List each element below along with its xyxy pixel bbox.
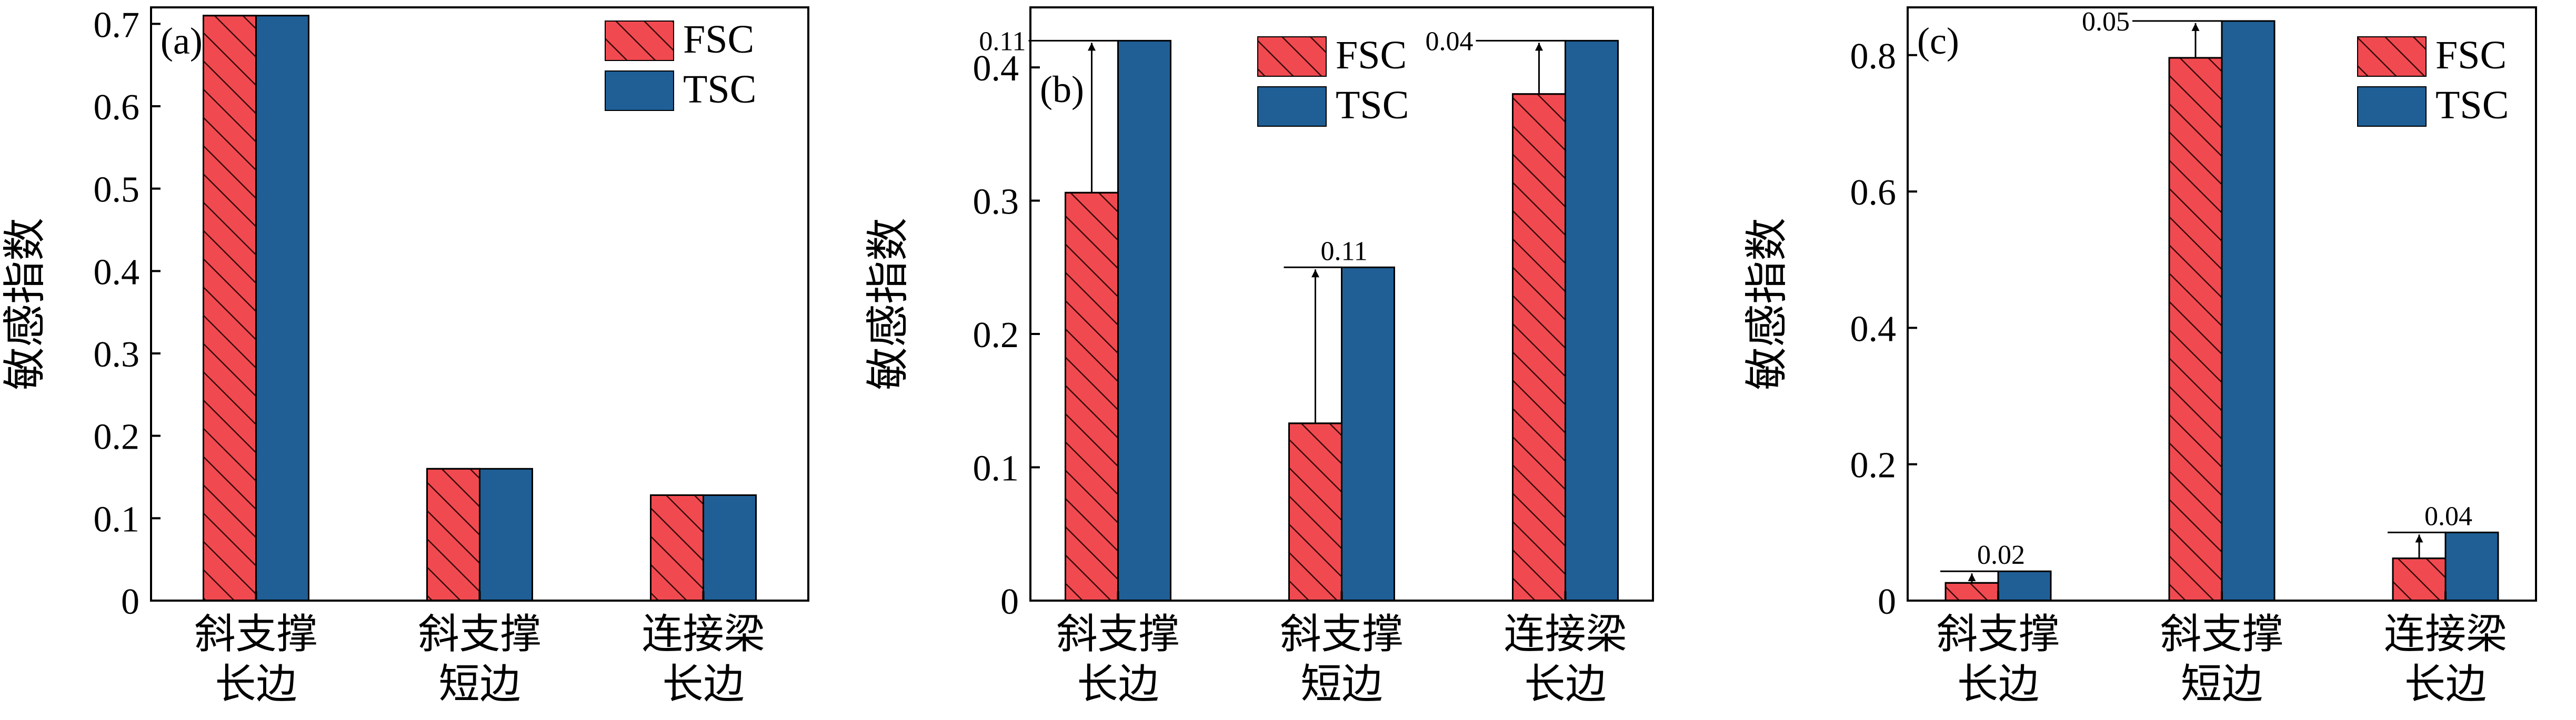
y-tick-label: 0.1 <box>94 499 140 540</box>
annotation-label: 0.04 <box>1426 26 1474 56</box>
annotation-label: 0.02 <box>1977 540 2025 570</box>
legend-label-fsc: FSC <box>2435 33 2507 77</box>
x-category-label: 长边 <box>1524 661 1606 708</box>
y-axis-label: 敏感指数 <box>1742 218 1792 390</box>
y-tick-label: 0.1 <box>973 449 1019 489</box>
bar-hatch-0 <box>1065 191 1119 602</box>
panel-label: (a) <box>161 20 203 62</box>
y-zero-label: 0 <box>1000 582 1019 622</box>
x-category-label: 连接梁 <box>642 611 765 658</box>
y-tick-label: 0.5 <box>94 170 140 210</box>
y-tick-label: 0 <box>121 582 139 622</box>
bar-hatch-1 <box>426 468 480 602</box>
legend: FSC TSC <box>1257 33 1409 127</box>
y-tick-label: 0.2 <box>973 315 1019 356</box>
y-tick-label: 0.8 <box>1850 36 1897 77</box>
bar-tsc-1 <box>479 468 533 602</box>
bar-tsc-2 <box>703 494 757 602</box>
x-category-label: 短边 <box>438 661 520 708</box>
x-category-label: 连接梁 <box>2384 611 2507 658</box>
difference-annotation: 0.05 <box>2082 7 2222 58</box>
bar-tsc-0 <box>1997 570 2052 602</box>
bar-hatch-2 <box>650 494 704 602</box>
legend-label-tsc: TSC <box>1336 83 1409 127</box>
y-zero-label: 0 <box>1878 582 1896 622</box>
x-category-label: 短边 <box>1300 661 1382 708</box>
y-tick-label: 0.3 <box>94 334 140 375</box>
y-axis-label: 敏感指数 <box>0 218 50 390</box>
legend-swatch-hatch <box>1257 36 1327 77</box>
legend: FSC TSC <box>2357 33 2509 127</box>
x-category-label: 长边 <box>1077 661 1159 708</box>
x-category-label: 斜支撑 <box>1056 611 1179 658</box>
y-tick-label: 0.3 <box>973 182 1019 222</box>
y-tick-label: 0.2 <box>94 417 140 458</box>
x-category-label: 斜支撑 <box>418 611 541 658</box>
legend: FSC TSC <box>605 17 756 111</box>
y-axis-label: 敏感指数 <box>863 218 913 390</box>
x-category-label: 连接梁 <box>1503 611 1627 658</box>
panel-label: (c) <box>1917 20 1959 62</box>
y-tick-label: 0.4 <box>94 252 140 292</box>
legend-swatch-tsc <box>1257 86 1327 127</box>
bar-tsc-1 <box>2221 20 2276 602</box>
bar-tsc-0 <box>255 15 309 602</box>
y-tick-label: 0.2 <box>1850 445 1897 486</box>
bar-tsc-1 <box>1341 266 1395 602</box>
x-category-label: 斜支撑 <box>194 611 317 658</box>
legend-swatch-tsc <box>2357 86 2427 127</box>
legend-label-tsc: TSC <box>2435 83 2509 127</box>
legend-label-fsc: FSC <box>1336 33 1407 77</box>
y-tick-label: 0.4 <box>1850 309 1897 349</box>
bar-tsc-2 <box>1565 39 1619 602</box>
x-category-label: 长边 <box>2404 661 2487 708</box>
bar-hatch-1 <box>1288 422 1342 602</box>
y-tick-label: 0.6 <box>1850 173 1897 213</box>
difference-annotation: 0.11 <box>1284 236 1368 423</box>
x-category-label: 长边 <box>1957 661 2039 708</box>
x-category-label: 短边 <box>2181 661 2263 708</box>
chart-panel-a: 00.10.20.30.40.50.60.7斜支撑长边斜支撑短边连接梁长边敏感指… <box>0 5 809 708</box>
annotation-label: 0.11 <box>979 26 1026 56</box>
bar-hatch-2 <box>2392 557 2447 602</box>
bar-hatch-1 <box>2168 57 2223 602</box>
x-category-label: 长边 <box>662 661 744 708</box>
x-category-label: 长边 <box>215 661 297 708</box>
annotation-label: 0.05 <box>2082 7 2130 37</box>
legend-swatch-hatch <box>605 21 674 61</box>
difference-annotation: 0.04 <box>1426 26 1566 94</box>
bar-tsc-2 <box>2444 531 2499 602</box>
y-tick-label: 0.4 <box>973 48 1019 89</box>
difference-annotation: 0.02 <box>1940 540 2025 583</box>
panel-label: (b) <box>1040 68 1084 110</box>
x-category-label: 斜支撑 <box>1937 611 2060 658</box>
bar-hatch-0 <box>203 15 257 602</box>
legend-label-tsc: TSC <box>683 67 756 111</box>
bar-tsc-0 <box>1117 39 1171 602</box>
difference-annotation: 0.11 <box>979 26 1118 193</box>
chart-panel-b: 0.10.20.30.40斜支撑长边斜支撑短边连接梁长边敏感指数(b)FSCTS… <box>863 6 1654 708</box>
bar-hatch-2 <box>1512 93 1566 602</box>
bar-hatch-0 <box>1944 582 1999 602</box>
y-tick-label: 0.7 <box>94 5 140 45</box>
legend-swatch-hatch <box>2357 36 2427 77</box>
annotation-label: 0.11 <box>1321 236 1368 266</box>
annotation-label: 0.04 <box>2424 501 2472 531</box>
y-tick-label: 0.6 <box>94 87 140 128</box>
x-category-label: 斜支撑 <box>2160 611 2283 658</box>
legend-label-fsc: FSC <box>683 17 754 62</box>
difference-annotation: 0.04 <box>2388 501 2472 559</box>
legend-swatch-tsc <box>605 70 674 111</box>
x-category-label: 斜支撑 <box>1280 611 1403 658</box>
